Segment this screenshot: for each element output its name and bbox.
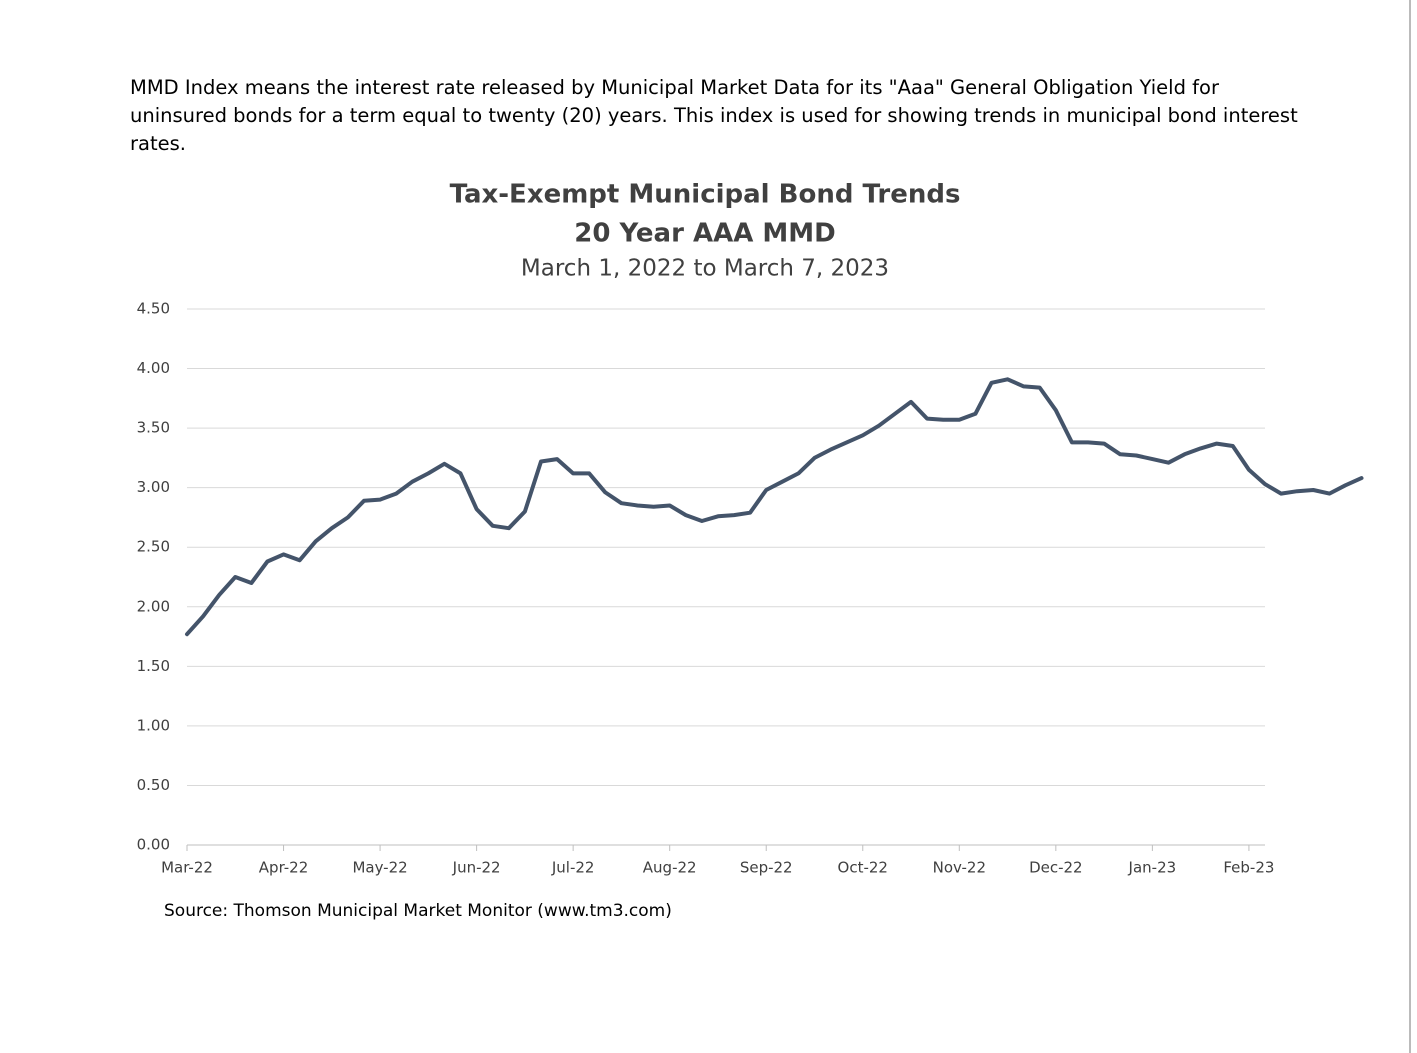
x-tick-label: Apr-22	[259, 859, 309, 877]
chart-subtitle: 20 Year AAA MMD	[574, 219, 835, 249]
x-tick-label: Aug-22	[643, 859, 697, 877]
source-note: Source: Thomson Municipal Market Monitor…	[164, 901, 672, 921]
y-tick-label: 3.00	[137, 478, 170, 496]
x-tick-label: May-22	[352, 859, 407, 877]
y-tick-label: 0.00	[137, 836, 170, 854]
y-tick-label: 1.00	[137, 716, 170, 734]
date-range: March 1, 2022 to March 7, 2023	[521, 256, 889, 282]
x-tick-label: Sep-22	[740, 859, 793, 877]
y-tick-label: 4.00	[137, 359, 170, 377]
intro-text: MMD Index means the interest rate releas…	[130, 76, 1298, 155]
x-tick-label: Jul-22	[551, 859, 595, 877]
x-tick-label: Jan-23	[1128, 859, 1177, 877]
x-tick-label: Dec-22	[1029, 859, 1083, 877]
x-tick-label: Feb-23	[1223, 859, 1274, 877]
chart-title: Tax-Exempt Municipal Bond Trends	[450, 180, 961, 210]
x-tick-label: Nov-22	[933, 859, 986, 877]
x-tick-label: Oct-22	[838, 859, 888, 877]
y-tick-label: 3.50	[137, 419, 170, 437]
x-tick-label: Jun-22	[452, 859, 501, 877]
y-tick-label: 2.50	[137, 538, 170, 556]
x-tick-label: Mar-22	[161, 859, 213, 877]
data-line	[185, 377, 1364, 637]
y-tick-label: 4.50	[137, 300, 170, 318]
y-tick-label: 2.00	[137, 597, 170, 615]
y-tick-label: 0.50	[137, 776, 170, 794]
y-tick-label: 1.50	[137, 657, 170, 675]
